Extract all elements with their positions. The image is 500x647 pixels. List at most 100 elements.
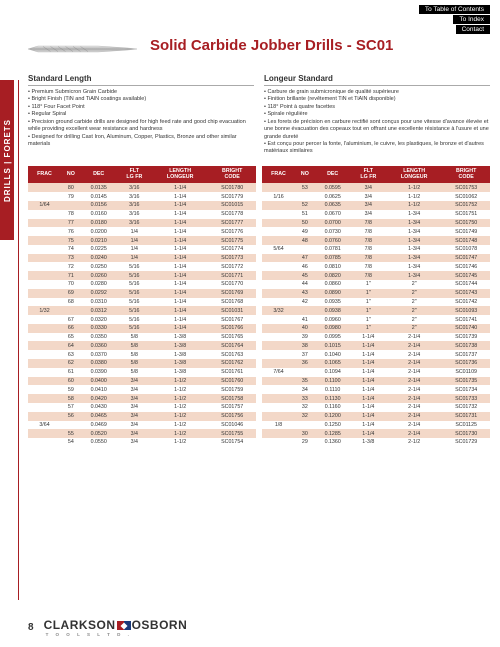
table-cell	[28, 219, 61, 228]
table-cell: 0.0469	[81, 421, 117, 430]
table-cell: 1-1/4	[351, 377, 386, 386]
table-row: 480.07607/81-3/4SC01748	[262, 236, 490, 245]
bullet-item: 118° Point à quatre facettes	[264, 104, 490, 111]
table-cell	[28, 368, 61, 377]
table-cell: 33	[295, 394, 315, 403]
table-cell: 2-1/2	[386, 438, 442, 447]
table-cell: 54	[61, 438, 81, 447]
col-header: NO	[61, 166, 81, 184]
table-cell: 1-3/8	[152, 368, 208, 377]
table-cell: SC01760	[208, 377, 256, 386]
table-cell: SC01730	[442, 429, 490, 438]
table-cell: 58	[61, 394, 81, 403]
table-cell: 0.0635	[315, 201, 351, 210]
link-toc[interactable]: To Table of Contents	[419, 5, 490, 14]
table-cell: 0.0785	[315, 254, 351, 263]
table-cell: 3/16	[117, 201, 152, 210]
table-row: 770.01803/161-1/4SC01777	[28, 219, 256, 228]
table-cell: 0.0938	[315, 306, 351, 315]
table-cell: 5/16	[117, 262, 152, 271]
table-cell: 1-1/4	[152, 201, 208, 210]
table-row: 530.05953/41-1/2SC01753	[262, 183, 490, 192]
table-cell: 1-1/4	[351, 394, 386, 403]
table-row: 550.05203/41-1/2SC01755	[28, 429, 256, 438]
table-cell	[262, 394, 295, 403]
table-cell	[61, 306, 81, 315]
table-cell	[262, 210, 295, 219]
table-cell: 0.0400	[81, 377, 117, 386]
table-row: 360.10651-1/42-1/4SC01736	[262, 359, 490, 368]
table-cell: SC01771	[208, 271, 256, 280]
table-cell: SC01753	[442, 183, 490, 192]
table-row: 710.02605/161-1/4SC01771	[28, 271, 256, 280]
table-cell	[28, 350, 61, 359]
table-cell: 0.0145	[81, 192, 117, 201]
table-row: 650.03505/81-3/8SC01765	[28, 333, 256, 342]
table-cell: 0.0670	[315, 210, 351, 219]
table-cell: 1-1/4	[351, 341, 386, 350]
table-cell: 7/8	[351, 236, 386, 245]
table-cell: 1-3/4	[386, 262, 442, 271]
table-row: 670.03205/161-1/4SC01767	[28, 315, 256, 324]
table-cell	[262, 219, 295, 228]
table-cell: 68	[61, 298, 81, 307]
feature-bullets-fr: Carbure de grain submicronique de qualit…	[264, 89, 490, 156]
table-row: 340.11101-1/42-1/4SC01734	[262, 385, 490, 394]
table-cell: 1/16	[262, 192, 295, 201]
table-cell: 5/8	[117, 368, 152, 377]
table-cell: 39	[295, 333, 315, 342]
table-cell: 1-1/2	[152, 403, 208, 412]
table-cell	[262, 359, 295, 368]
table-cell: 0.0980	[315, 324, 351, 333]
link-index[interactable]: To Index	[453, 15, 490, 24]
table-row: 440.08601"2"SC01744	[262, 280, 490, 289]
drill-bit-icon	[28, 38, 138, 60]
table-cell: 2"	[386, 315, 442, 324]
table-cell: 0.0260	[81, 271, 117, 280]
table-cell	[28, 254, 61, 263]
table-cell: 1-1/2	[152, 394, 208, 403]
table-cell: 2"	[386, 324, 442, 333]
table-cell: 0.0320	[81, 315, 117, 324]
table-cell: 1"	[351, 280, 386, 289]
table-cell	[28, 271, 61, 280]
table-row: 780.01603/161-1/4SC01778	[28, 210, 256, 219]
table-row: 610.03905/81-3/8SC01761	[28, 368, 256, 377]
table-cell: 0.0730	[315, 227, 351, 236]
table-cell: 7/8	[351, 262, 386, 271]
table-cell: 3/64	[28, 421, 61, 430]
table-row: 420.09351"2"SC01742	[262, 298, 490, 307]
table-row: 720.02505/161-1/4SC01772	[28, 262, 256, 271]
table-cell: 72	[61, 262, 81, 271]
table-cell: 2-1/4	[386, 412, 442, 421]
table-cell: 75	[61, 236, 81, 245]
table-row: 320.12001-1/42-1/4SC01731	[262, 412, 490, 421]
side-category-tab: DRILLS | FORETS	[0, 80, 14, 240]
link-contact[interactable]: Contact	[456, 25, 490, 34]
table-cell	[262, 262, 295, 271]
table-row: 490.07307/81-3/4SC01749	[262, 227, 490, 236]
table-cell: 1-1/4	[351, 385, 386, 394]
table-cell: 74	[61, 245, 81, 254]
table-cell: 1-3/4	[386, 210, 442, 219]
table-cell	[295, 192, 315, 201]
table-row: 430.08901"2"SC01743	[262, 289, 490, 298]
table-cell: 0.0160	[81, 210, 117, 219]
table-cell: 38	[295, 341, 315, 350]
table-cell: 0.0292	[81, 289, 117, 298]
table-cell: 2-1/4	[386, 333, 442, 342]
table-cell: 1-1/2	[386, 192, 442, 201]
table-cell: 0.0820	[315, 271, 351, 280]
table-cell: 0.0250	[81, 262, 117, 271]
table-row: 740.02251/41-1/4SC01774	[28, 245, 256, 254]
bullet-item: Est conçu pour percer la fonte, l'alumin…	[264, 141, 490, 156]
table-cell: 60	[61, 377, 81, 386]
table-cell	[262, 289, 295, 298]
table-cell: 7/8	[351, 271, 386, 280]
table-row: 1/640.01563/161-1/4SC01015	[28, 201, 256, 210]
table-cell	[262, 201, 295, 210]
table-cell: 5/16	[117, 271, 152, 280]
table-cell: 73	[61, 254, 81, 263]
table-row: 1/160.06253/41-1/2SC01062	[262, 192, 490, 201]
side-tab-label: DRILLS | FORETS	[3, 118, 12, 201]
